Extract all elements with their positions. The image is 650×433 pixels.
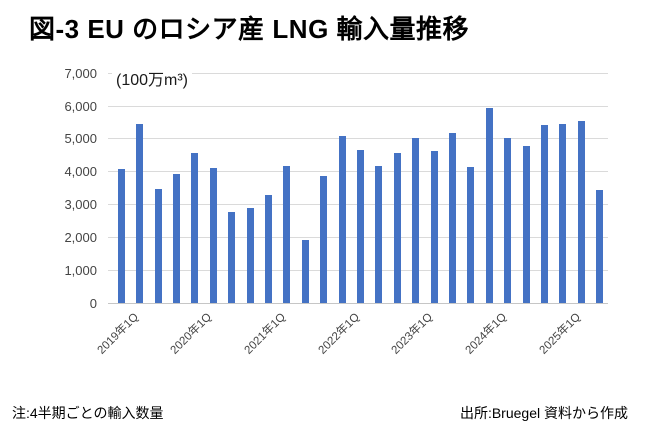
bar-2024年1Q (485, 107, 493, 303)
x-tick-label: 2023年1Q (389, 311, 436, 357)
bar-2025年1Q (559, 123, 567, 303)
x-tick-label: 2020年1Q (168, 311, 215, 357)
bar-2019年2Q (136, 123, 144, 303)
x-axis-line (108, 303, 608, 304)
x-tick-label: 2025年1Q (537, 311, 583, 357)
y-tick-label: 2,000 (64, 229, 97, 245)
x-tick-label: 2024年1Q (463, 311, 509, 357)
bar-2021年1Q (264, 195, 272, 303)
bar-2020年2Q (209, 167, 217, 303)
bar-2021年2Q (283, 166, 291, 303)
bar-2020年4Q (246, 208, 254, 303)
bar-2019年3Q (154, 189, 162, 303)
x-tick-label: 2022年1Q (316, 311, 362, 357)
bar-2023年4Q (467, 166, 475, 303)
bar-2022年4Q (393, 153, 401, 303)
footer-note: 注:4半期ごとの輸入数量 (12, 405, 164, 421)
bar-2020年3Q (228, 211, 236, 303)
bar-2019年4Q (172, 174, 180, 303)
y-tick-label: 7,000 (64, 65, 97, 81)
y-tick-label: 1,000 (64, 262, 97, 278)
x-tick-label: 2019年1Q (95, 311, 141, 357)
gridline (108, 138, 608, 140)
y-tick-label: 6,000 (64, 98, 97, 114)
bar-2022年2Q (357, 150, 364, 303)
bar-2025年2Q (577, 120, 585, 303)
bar-2024年4Q (541, 125, 549, 303)
y-tick-label: 5,000 (64, 131, 97, 147)
bar-2023年1Q (412, 137, 420, 303)
bar-2024年2Q (504, 137, 512, 303)
bar-2023年2Q (430, 151, 438, 303)
bar-2021年4Q (320, 176, 328, 303)
bar-2019年1Q (117, 169, 125, 303)
bar-2022年1Q (338, 135, 346, 303)
footer-source: 出所:Bruegel 資料から作成 (459, 405, 628, 421)
gridline (108, 105, 608, 107)
unit-label: (100万m³) (112, 65, 193, 91)
gridline (108, 72, 608, 74)
x-tick-label: 2021年1Q (242, 311, 289, 357)
chart-title: 図-3 EU のロシア産 LNG 輸入量推移 (29, 14, 470, 44)
y-tick-label: 3,000 (64, 197, 97, 213)
bar-2024年3Q (522, 145, 530, 303)
y-tick-label: 0 (89, 295, 97, 311)
y-tick-label: 4,000 (64, 164, 97, 180)
bar-2023年3Q (449, 132, 457, 303)
bar-2025年3Q (596, 190, 604, 303)
bar-2022年3Q (375, 165, 383, 303)
bar-2021年3Q (301, 239, 309, 303)
bar-2020年1Q (191, 152, 199, 303)
